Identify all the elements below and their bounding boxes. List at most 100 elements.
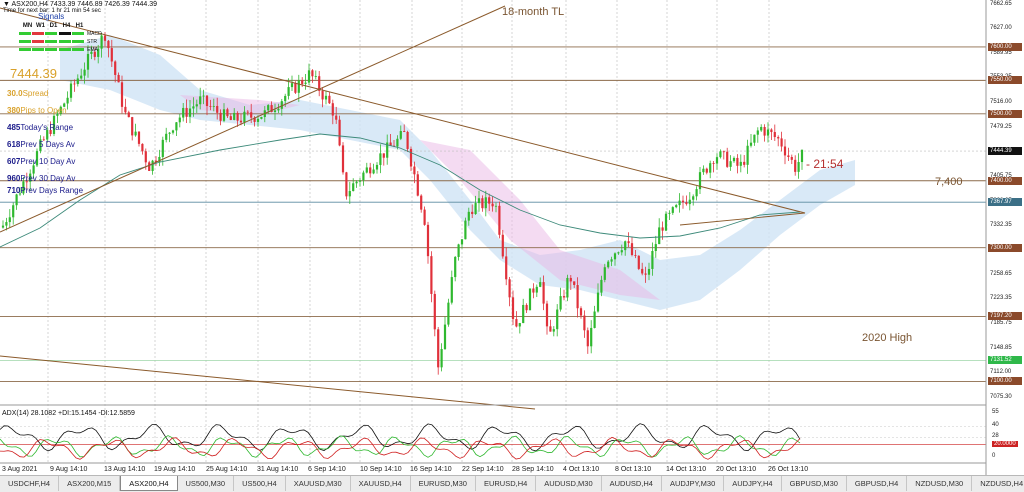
candle-body bbox=[505, 256, 508, 280]
signal-indicator bbox=[19, 32, 31, 35]
stat-row: 618Prev 5 Days Av bbox=[7, 140, 75, 149]
stat-row: 30.0Spread bbox=[7, 89, 48, 98]
stat-label: Spread bbox=[22, 89, 49, 98]
candle-body bbox=[800, 149, 804, 163]
candle-body bbox=[715, 157, 719, 164]
candle-body bbox=[331, 103, 334, 116]
indicator-label: STR bbox=[87, 39, 97, 45]
candle-body bbox=[195, 104, 198, 107]
chart-tab[interactable]: ASX200,M15 bbox=[59, 476, 121, 491]
candle-body bbox=[474, 203, 477, 215]
candle-body bbox=[171, 130, 175, 133]
candle-body bbox=[318, 76, 321, 91]
chart-tab[interactable]: ASX200,H4 bbox=[120, 476, 178, 491]
candle-body bbox=[413, 166, 416, 175]
candle-body bbox=[681, 200, 685, 203]
candle-body bbox=[450, 277, 453, 303]
adx-axis-label: 20.0000 bbox=[992, 440, 1018, 447]
bar-countdown-text: Time for next bar: 1 hr 21 min 54 sec bbox=[3, 8, 101, 14]
candle-body bbox=[83, 69, 86, 76]
chart-tab[interactable]: NZDUSD,H4 bbox=[972, 476, 1024, 491]
timeframe-label: H1 bbox=[75, 23, 84, 29]
chart-tab[interactable]: EURUSD,M30 bbox=[411, 476, 476, 491]
candle-body bbox=[69, 83, 73, 98]
candle-body bbox=[226, 109, 229, 117]
candle-body bbox=[753, 134, 756, 143]
signal-indicator bbox=[71, 32, 84, 35]
chart-tab[interactable]: US500,H4 bbox=[234, 476, 286, 491]
candle-body bbox=[199, 96, 202, 105]
chart-tab[interactable]: GBPUSD,H4 bbox=[847, 476, 908, 491]
stat-label: Pips to Open bbox=[20, 106, 67, 115]
candle-body bbox=[709, 163, 712, 173]
candle-body bbox=[773, 132, 776, 138]
candle-body bbox=[372, 169, 375, 174]
price-chart[interactable] bbox=[0, 0, 1024, 475]
candle-body bbox=[117, 74, 120, 83]
candle-body bbox=[5, 222, 8, 226]
candle-body bbox=[379, 153, 382, 165]
date-axis-label: 28 Sep 14:10 bbox=[512, 466, 554, 473]
candle-body bbox=[528, 288, 532, 311]
chart-tab[interactable]: EURUSD,H4 bbox=[476, 476, 537, 491]
candle-body bbox=[1, 225, 5, 228]
signal-indicator bbox=[45, 40, 58, 43]
candle-body bbox=[433, 293, 436, 330]
stat-value: 618 bbox=[7, 140, 21, 149]
chart-tab[interactable]: AUDUSD,H4 bbox=[602, 476, 662, 491]
candle-body bbox=[566, 277, 569, 298]
chart-tab[interactable]: AUDJPY,H4 bbox=[724, 476, 782, 491]
signal-indicator bbox=[19, 48, 31, 51]
candle-body bbox=[460, 239, 464, 245]
chart-tab[interactable]: XAUUSD,H4 bbox=[351, 476, 411, 491]
candle-body bbox=[178, 117, 181, 123]
candle-body bbox=[783, 146, 787, 156]
price-tag: 7100.00 bbox=[988, 377, 1022, 386]
candle-body bbox=[358, 180, 362, 182]
candle-body bbox=[35, 151, 39, 166]
price-tag: 7500.00 bbox=[988, 109, 1022, 118]
candle-body bbox=[488, 197, 491, 204]
candle-body bbox=[158, 156, 161, 162]
candle-body bbox=[229, 116, 232, 120]
chart-tab[interactable]: AUDUSD,M30 bbox=[536, 476, 602, 491]
trendline-label: 18-month TL bbox=[502, 6, 565, 18]
candle-body bbox=[345, 172, 348, 197]
candle-body bbox=[73, 83, 76, 85]
candle-body bbox=[12, 205, 15, 218]
candle-body bbox=[311, 70, 314, 77]
adx-axis-label: 0 bbox=[992, 453, 996, 459]
price-axis-label: 7258.65 bbox=[990, 271, 1012, 278]
chart-tab[interactable]: US500,M30 bbox=[178, 476, 235, 491]
signal-indicator bbox=[58, 40, 71, 43]
chart-tab[interactable]: USDCHF,H4 bbox=[0, 476, 60, 491]
current-price-display: 7444.39 bbox=[10, 66, 57, 81]
date-axis-label: 9 Aug 14:10 bbox=[50, 466, 88, 473]
candle-body bbox=[634, 254, 637, 256]
date-axis-label: 31 Aug 14:10 bbox=[257, 466, 299, 473]
signal-indicator bbox=[58, 32, 71, 35]
chart-tab[interactable]: NZDUSD,M30 bbox=[907, 476, 973, 491]
candle-body bbox=[46, 130, 49, 140]
signal-indicator bbox=[32, 40, 45, 43]
candle-body bbox=[233, 112, 236, 120]
chart-tab[interactable]: AUDJPY,M30 bbox=[662, 476, 725, 491]
price-axis-label: 7148.85 bbox=[990, 344, 1012, 351]
candle-body bbox=[409, 148, 413, 167]
date-axis-label: 6 Sep 14:10 bbox=[308, 466, 346, 473]
candle-body bbox=[702, 168, 705, 173]
stat-label: Prev Days Range bbox=[20, 186, 84, 195]
candle-body bbox=[314, 76, 317, 78]
chart-tab[interactable]: XAUUSD,M30 bbox=[286, 476, 351, 491]
candle-body bbox=[692, 196, 695, 200]
candle-body bbox=[297, 80, 300, 93]
cloud-area bbox=[60, 35, 855, 310]
candle-body bbox=[596, 292, 600, 312]
candle-body bbox=[552, 329, 555, 332]
candle-body bbox=[559, 296, 562, 310]
stat-row: 710Prev Days Range bbox=[7, 186, 83, 195]
price-axis-label: 7516.00 bbox=[990, 99, 1012, 106]
candle-body bbox=[168, 132, 171, 134]
chart-tab[interactable]: GBPUSD,M30 bbox=[782, 476, 847, 491]
stat-label: Prev 30 Day Av bbox=[20, 174, 76, 183]
